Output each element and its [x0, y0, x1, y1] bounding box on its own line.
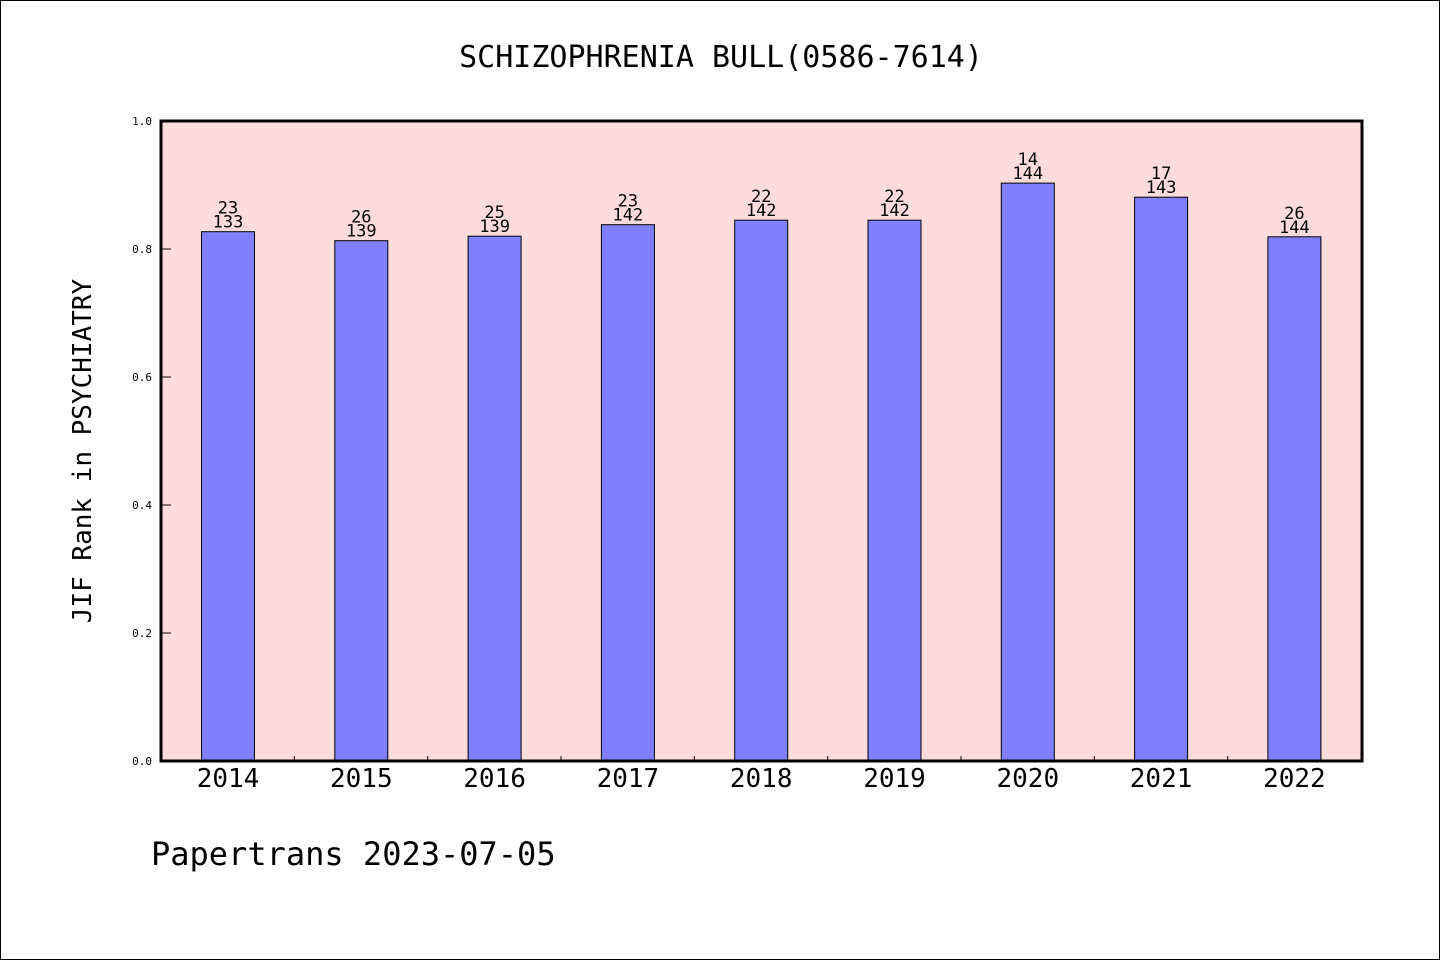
plot-border [159, 119, 1364, 763]
x-tick-label-2018: 2018 [730, 764, 793, 794]
bar-total-label-2016: 139 [479, 217, 510, 237]
footer-text: Papertrans 2023-07-05 [151, 835, 556, 873]
bar-total-label-2014: 133 [213, 213, 244, 233]
bar-2020 [1000, 182, 1055, 762]
bar-rank-label-2016: 25 [484, 203, 504, 223]
bar-total-label-2017: 142 [613, 206, 644, 226]
x-tick-label-2022: 2022 [1263, 764, 1326, 794]
bar-2022 [1267, 236, 1322, 762]
y-tick-label: 0.6 [132, 371, 152, 384]
y-tick-label: 1.0 [132, 115, 152, 128]
bar-2015 [334, 240, 389, 762]
y-tick-label: 0.0 [132, 755, 152, 768]
y-axis-label: JIF Rank in PSYCHIATRY [68, 278, 98, 623]
x-tick-label-2014: 2014 [197, 764, 260, 794]
bar-rank-label-2020: 14 [1018, 150, 1038, 170]
bar-total-label-2015: 139 [346, 222, 377, 242]
bars-layer [201, 182, 1322, 762]
bar-rank-label-2015: 26 [351, 208, 371, 228]
y-axis: 0.0 0.2 0.4 0.6 0.8 1.0 [132, 115, 171, 768]
bar-total-label-2019: 142 [879, 201, 910, 221]
bar-rank-label-2019: 22 [884, 187, 904, 207]
x-tick-label-2019: 2019 [863, 764, 926, 794]
bar-rank-label-2017: 23 [618, 192, 638, 212]
bar-2021 [1134, 196, 1189, 762]
bar-rank-label-2014: 23 [218, 199, 238, 219]
x-tick-label-2020: 2020 [996, 764, 1059, 794]
bar-total-label-2018: 142 [746, 201, 777, 221]
bar-2014 [201, 231, 255, 762]
chart-title: SCHIZOPHRENIA BULL(0586-7614) [459, 40, 983, 75]
bar-2017 [600, 224, 655, 762]
y-tick-label: 0.4 [132, 499, 152, 512]
y-tick-label: 0.8 [132, 243, 152, 256]
bar-total-label-2021: 143 [1146, 178, 1177, 198]
x-tick-label-2016: 2016 [463, 764, 526, 794]
bar-rank-label-2018: 22 [751, 187, 771, 207]
bar-total-label-2020: 144 [1012, 164, 1043, 184]
x-tick-label-2021: 2021 [1130, 764, 1193, 794]
bar-2016 [467, 235, 522, 762]
bar-rank-label-2021: 17 [1151, 164, 1171, 184]
x-axis: 2014 2015 2016 2017 2018 2019 2020 2021 2022 [197, 756, 1326, 794]
x-tick-label-2015: 2015 [330, 764, 393, 794]
bar-rank-label-2022: 26 [1284, 204, 1304, 224]
bar-2018 [734, 219, 789, 762]
y-tick-label: 0.2 [132, 627, 152, 640]
x-tick-label-2017: 2017 [597, 764, 660, 794]
bar-2019 [867, 219, 922, 762]
bar-total-label-2022: 144 [1279, 218, 1310, 238]
